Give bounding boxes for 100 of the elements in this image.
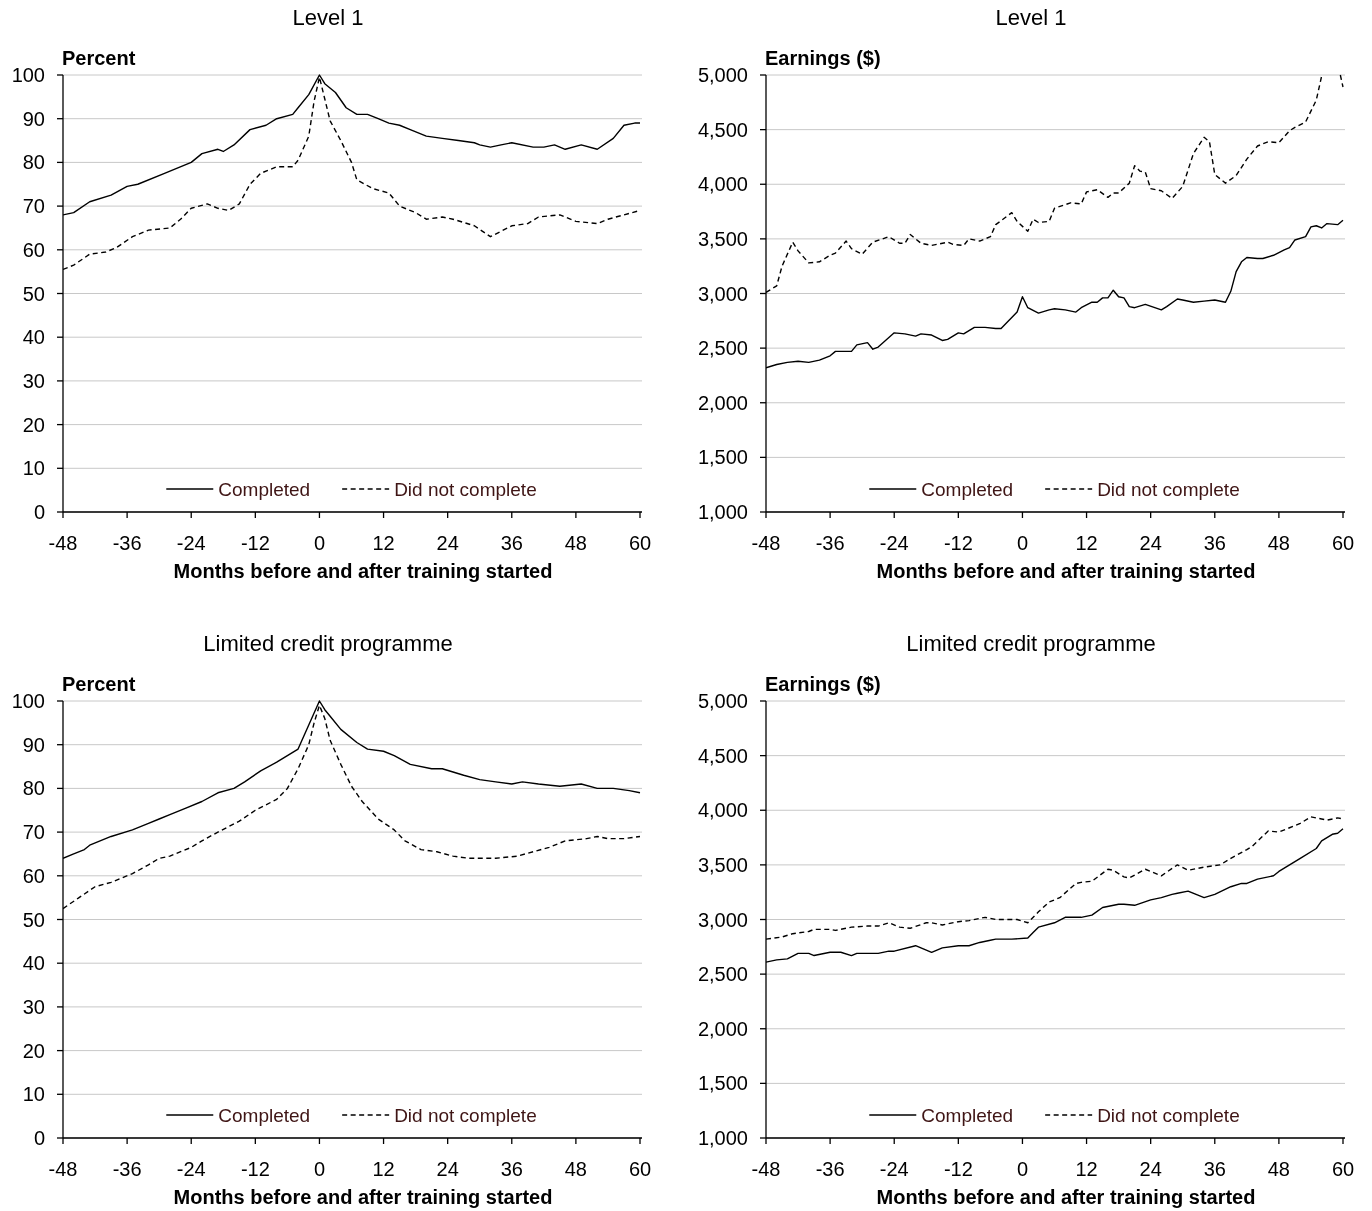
y-tick-label: 80: [22, 151, 45, 174]
chart-title: Level 1: [995, 5, 1067, 30]
x-tick-label: 24: [436, 532, 459, 554]
y-tick-label: 20: [22, 413, 45, 436]
x-tick-label: 60: [1331, 532, 1355, 554]
x-tick-label: -48: [751, 532, 781, 554]
legend-label: Completed: [921, 478, 1014, 500]
y-tick-label: 2,000: [697, 1017, 748, 1040]
x-tick-label: -36: [112, 1158, 142, 1180]
x-tick-label: 24: [1139, 1158, 1162, 1180]
y-axis-title: Earnings ($): [765, 673, 881, 695]
y-tick-label: 4,500: [697, 744, 748, 767]
y-tick-label: 1,000: [697, 501, 748, 523]
x-tick-label: 24: [1139, 532, 1162, 554]
y-tick-label: 30: [22, 369, 45, 392]
x-tick-label: -36: [112, 532, 142, 554]
x-tick-label: -12: [240, 532, 270, 554]
x-tick-label: 24: [436, 1158, 459, 1180]
y-tick-label: 4,000: [697, 173, 748, 196]
x-tick-label: 0: [1016, 532, 1029, 554]
x-tick-label: -48: [751, 1158, 781, 1180]
y-tick-label: 2,000: [697, 391, 748, 414]
legend-label: Did not complete: [394, 1104, 537, 1126]
legend-label: Did not complete: [394, 478, 537, 500]
y-tick-label: 30: [22, 995, 45, 1018]
y-tick-label: 3,000: [697, 282, 748, 305]
y-axis-title: Percent: [62, 47, 136, 69]
y-tick-label: 50: [22, 282, 45, 305]
y-tick-label: 20: [22, 1039, 45, 1062]
x-tick-label: -48: [48, 1158, 78, 1180]
y-tick-label: 1,500: [697, 446, 748, 469]
y-axis-title: Earnings ($): [765, 47, 881, 69]
x-tick-label: 12: [1075, 532, 1098, 554]
x-tick-label: 0: [1016, 1158, 1029, 1180]
y-tick-label: 10: [22, 457, 45, 480]
x-tick-label: 48: [564, 532, 588, 554]
x-tick-label: -36: [815, 532, 845, 554]
x-tick-label: 48: [1267, 532, 1291, 554]
x-tick-label: 12: [372, 532, 395, 554]
x-tick-label: 36: [500, 1158, 523, 1180]
x-tick-label: 36: [1203, 1158, 1226, 1180]
x-tick-label: 12: [1075, 1158, 1098, 1180]
y-tick-label: 40: [22, 326, 45, 349]
y-tick-label: 70: [22, 821, 45, 844]
y-tick-label: 0: [33, 1127, 45, 1149]
x-tick-label: 60: [628, 1158, 652, 1180]
x-tick-label: 48: [564, 1158, 588, 1180]
chart-title: Level 1: [292, 5, 364, 30]
legend-label: Did not complete: [1097, 478, 1240, 500]
x-tick-label: 60: [628, 532, 652, 554]
y-tick-label: 5,000: [697, 690, 748, 712]
y-tick-label: 2,500: [697, 963, 748, 986]
x-axis-title: Months before and after training started: [876, 1186, 1256, 1208]
x-axis-title: Months before and after training started: [173, 1186, 553, 1208]
legend-label: Completed: [921, 1104, 1014, 1126]
x-tick-label: 12: [372, 1158, 395, 1180]
chart-title: Limited credit programme: [906, 631, 1156, 656]
y-tick-label: 90: [22, 107, 45, 130]
y-tick-label: 3,500: [697, 853, 748, 876]
y-tick-label: 90: [22, 733, 45, 756]
y-tick-label: 4,500: [697, 118, 748, 141]
y-tick-label: 40: [22, 952, 45, 975]
x-tick-label: 60: [1331, 1158, 1355, 1180]
y-tick-label: 0: [33, 501, 45, 523]
y-tick-label: 1,500: [697, 1072, 748, 1095]
x-tick-label: -12: [943, 532, 973, 554]
x-tick-label: -24: [176, 1158, 206, 1180]
y-tick-label: 100: [11, 690, 45, 712]
x-tick-label: 36: [1203, 532, 1226, 554]
x-tick-label: -12: [943, 1158, 973, 1180]
y-tick-label: 10: [22, 1083, 45, 1106]
x-tick-label: -24: [879, 532, 909, 554]
y-tick-label: 4,000: [697, 799, 748, 822]
y-tick-label: 50: [22, 908, 45, 931]
y-tick-label: 5,000: [697, 64, 748, 86]
x-tick-label: -36: [815, 1158, 845, 1180]
x-tick-label: 36: [500, 532, 523, 554]
y-tick-label: 60: [22, 864, 45, 887]
x-tick-label: 48: [1267, 1158, 1291, 1180]
y-tick-label: 3,000: [697, 908, 748, 931]
x-axis-title: Months before and after training started: [876, 560, 1256, 582]
y-tick-label: 60: [22, 238, 45, 261]
y-tick-label: 70: [22, 195, 45, 218]
y-tick-label: 100: [11, 64, 45, 86]
y-axis-title: Percent: [62, 673, 136, 695]
y-tick-label: 80: [22, 777, 45, 800]
chart-title: Limited credit programme: [203, 631, 453, 656]
y-tick-label: 1,000: [697, 1127, 748, 1149]
x-tick-label: -48: [48, 532, 78, 554]
legend-label: Did not complete: [1097, 1104, 1240, 1126]
y-tick-label: 2,500: [697, 337, 748, 360]
y-tick-label: 3,500: [697, 227, 748, 250]
legend-label: Completed: [218, 478, 311, 500]
x-tick-label: -24: [176, 532, 206, 554]
x-tick-label: 0: [313, 1158, 326, 1180]
legend-label: Completed: [218, 1104, 311, 1126]
x-axis-title: Months before and after training started: [173, 560, 553, 582]
x-tick-label: -24: [879, 1158, 909, 1180]
x-tick-label: -12: [240, 1158, 270, 1180]
x-tick-label: 0: [313, 532, 326, 554]
